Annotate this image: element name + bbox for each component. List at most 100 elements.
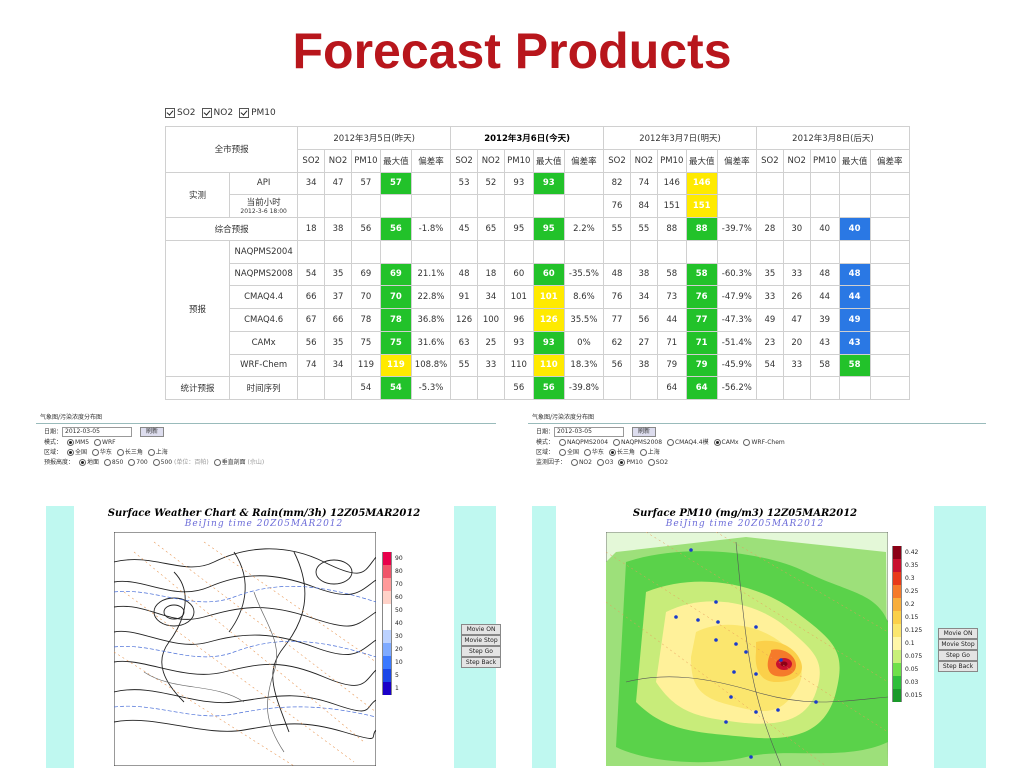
radio-model[interactable] bbox=[558, 438, 566, 446]
radio-region[interactable] bbox=[116, 448, 124, 456]
checkbox-so2[interactable]: SO2 bbox=[165, 108, 196, 118]
table-cell bbox=[603, 239, 631, 264]
movie-on-button[interactable]: Movie ON bbox=[461, 624, 501, 635]
table-cell bbox=[755, 171, 784, 196]
table-cell bbox=[410, 194, 452, 218]
column-header: 最大值 bbox=[379, 148, 412, 173]
table-cell: 56 bbox=[297, 330, 326, 355]
radio-label: WRF-Chem bbox=[751, 438, 785, 446]
radio-region[interactable] bbox=[147, 448, 155, 456]
scale-label: 0.05 bbox=[905, 666, 919, 673]
radio-height[interactable] bbox=[78, 458, 86, 466]
scale-label: 0.42 bbox=[905, 549, 919, 556]
radio-label: CAMx bbox=[721, 438, 739, 446]
radio-model[interactable] bbox=[666, 438, 674, 446]
checkbox-icon[interactable] bbox=[201, 108, 212, 118]
table-cell: 66 bbox=[297, 285, 326, 309]
table-cell: 33 bbox=[755, 285, 784, 309]
radio-model[interactable] bbox=[713, 438, 721, 446]
scale-swatch bbox=[382, 630, 392, 643]
table-cell: 151 bbox=[656, 194, 687, 218]
table-cell bbox=[379, 194, 412, 218]
table-cell: 38 bbox=[324, 217, 352, 241]
checkbox-no2[interactable]: NO2 bbox=[201, 108, 233, 118]
table-cell: 27 bbox=[629, 330, 658, 355]
table-cell bbox=[809, 239, 840, 264]
table-cell bbox=[563, 239, 605, 264]
radio-mm5[interactable] bbox=[66, 438, 74, 446]
table-cell: 34 bbox=[297, 171, 326, 196]
radio-wrf[interactable] bbox=[94, 438, 102, 446]
movie-on-button[interactable]: Movie ON bbox=[938, 628, 978, 639]
table-row: CMAQ4.6 67 66 78 78 36.8% 126 100 96 126 35.5% 77 56… bbox=[166, 308, 911, 332]
scale-label: 30 bbox=[395, 633, 403, 640]
scale-swatch bbox=[382, 591, 392, 604]
table-cell bbox=[450, 239, 478, 264]
radio-model[interactable] bbox=[612, 438, 620, 446]
table-row: CMAQ4.4 66 37 70 70 22.8% 91 34 101 101 8.6% 76 34 73… bbox=[166, 285, 911, 309]
table-cell bbox=[450, 376, 478, 400]
radio-region[interactable] bbox=[66, 448, 74, 456]
radio-pollutant[interactable] bbox=[570, 458, 578, 466]
radio-height[interactable] bbox=[128, 458, 136, 466]
table-cell: 43 bbox=[809, 330, 840, 355]
pm10-chart: Surface PM10 (mg/m3) 12Z05MAR2012 BeiJin… bbox=[556, 506, 934, 768]
checkbox-pm10[interactable]: PM10 bbox=[239, 108, 276, 118]
radio-height[interactable] bbox=[103, 458, 111, 466]
table-cell: 95 bbox=[532, 217, 565, 241]
table-cell: 35 bbox=[324, 262, 352, 287]
row-group-label: 预报 bbox=[164, 239, 231, 378]
table-cell bbox=[869, 308, 911, 332]
pollution-panel: 气象图/污染浓度分布图 日期： 2012-03-05 刷新 模式： NAQPMS20… bbox=[528, 410, 986, 768]
step-back-button[interactable]: Step Back bbox=[461, 657, 501, 668]
refresh-button[interactable]: 刷新 bbox=[140, 427, 165, 437]
date-input[interactable]: 2012-03-05 bbox=[62, 427, 133, 437]
radio-region[interactable] bbox=[558, 448, 566, 456]
scale-step: 10 bbox=[382, 656, 403, 669]
table-cell: 93 bbox=[503, 171, 534, 196]
radio-region[interactable] bbox=[608, 448, 616, 456]
scale-label: 0.015 bbox=[905, 692, 923, 699]
table-cell bbox=[503, 239, 534, 264]
table-cell: 33 bbox=[477, 353, 505, 378]
radio-model[interactable] bbox=[743, 438, 751, 446]
table-cell bbox=[350, 239, 381, 264]
table-cell: 79 bbox=[656, 353, 687, 378]
column-header: 最大值 bbox=[838, 148, 871, 173]
radio-section[interactable] bbox=[213, 458, 221, 466]
radio-region[interactable] bbox=[583, 448, 591, 456]
checkbox-icon[interactable] bbox=[239, 108, 250, 118]
rain-color-scale: 90 80 70 60 50 40 30 20 10 5 1 bbox=[382, 552, 403, 695]
date-input[interactable]: 2012-03-05 bbox=[554, 427, 625, 437]
chart-title: Surface PM10 (mg/m3) 12Z05MAR2012 bbox=[632, 508, 858, 519]
table-cell: 57 bbox=[379, 171, 412, 196]
table-cell bbox=[782, 194, 811, 218]
radio-height[interactable] bbox=[152, 458, 160, 466]
radio-region[interactable] bbox=[639, 448, 647, 456]
step-go-button[interactable]: Step Go bbox=[938, 650, 978, 661]
radio-pollutant[interactable] bbox=[596, 458, 604, 466]
scale-step: 0.2 bbox=[892, 598, 922, 611]
table-cell: 60 bbox=[532, 262, 565, 287]
table-cell: 71 bbox=[685, 330, 718, 355]
column-header: NO2 bbox=[782, 148, 811, 173]
scale-step: 0.075 bbox=[892, 650, 922, 663]
step-go-button[interactable]: Step Go bbox=[461, 646, 501, 657]
movie-stop-button[interactable]: Movie Stop bbox=[938, 639, 978, 650]
checkbox-icon[interactable] bbox=[165, 108, 175, 118]
table-cell bbox=[838, 194, 871, 218]
radio-pollutant[interactable] bbox=[647, 458, 655, 466]
table-cell bbox=[532, 194, 565, 218]
scale-swatch bbox=[382, 604, 392, 617]
radio-pollutant[interactable] bbox=[618, 458, 626, 466]
refresh-button[interactable]: 刷新 bbox=[632, 427, 657, 437]
scale-label: 10 bbox=[395, 659, 403, 666]
table-cell bbox=[324, 239, 352, 264]
table-cell bbox=[755, 376, 784, 400]
movie-stop-button[interactable]: Movie Stop bbox=[461, 635, 501, 646]
date-label: 日期： bbox=[44, 428, 63, 436]
step-back-button[interactable]: Step Back bbox=[938, 661, 978, 672]
region-label: 区域： bbox=[536, 448, 555, 456]
radio-region[interactable] bbox=[91, 448, 99, 456]
scale-step: 90 bbox=[382, 552, 403, 565]
